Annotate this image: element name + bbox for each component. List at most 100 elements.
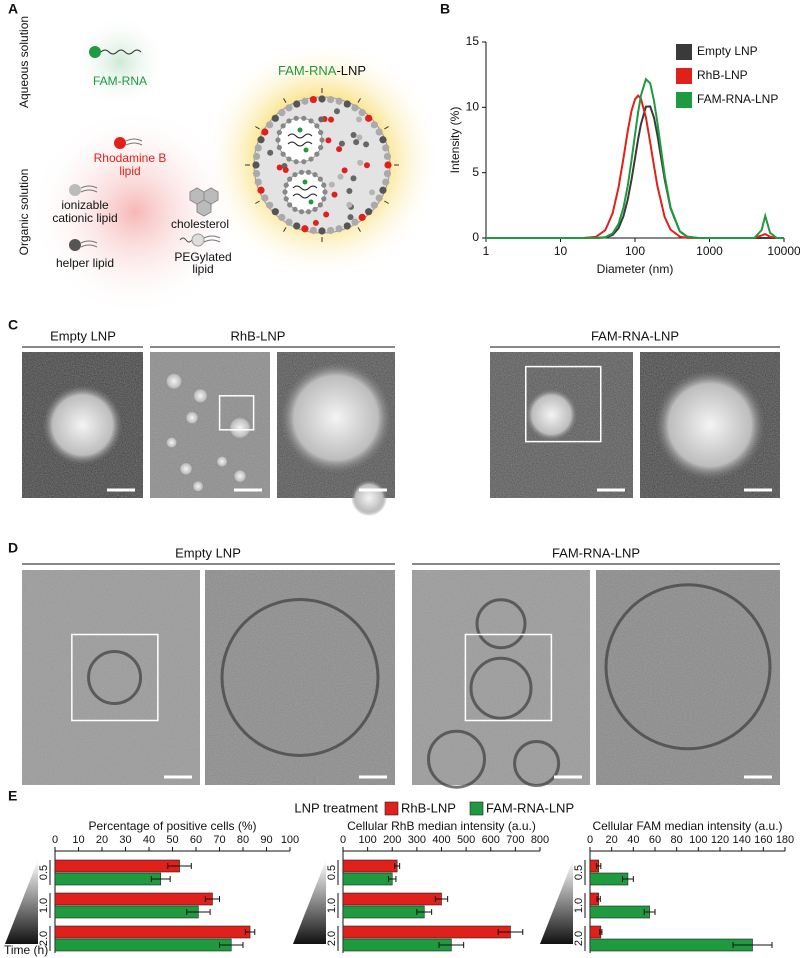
lipid-head	[384, 161, 392, 169]
legend-swatch	[676, 44, 692, 60]
lipid-head	[298, 209, 305, 215]
lipid-head	[261, 128, 269, 136]
particle	[280, 361, 392, 474]
y-tick-label: 1.0	[573, 898, 585, 913]
lipid-head	[308, 156, 314, 162]
error-bar	[596, 896, 601, 902]
rna	[287, 133, 313, 147]
error-bar	[434, 896, 449, 902]
lipid-head	[276, 144, 282, 151]
zoom-box	[218, 395, 255, 431]
x-axis-label: Diameter (nm)	[597, 262, 674, 276]
error-bar	[599, 929, 603, 935]
micrograph-title: RhB-LNP	[231, 328, 286, 343]
y-tick-label: 15	[466, 34, 480, 48]
lnp-title-part: -LNP	[336, 63, 366, 78]
micrograph-noise	[150, 352, 270, 498]
peg-chain	[357, 98, 361, 103]
lipid-head	[327, 226, 335, 235]
error-bar	[394, 863, 401, 869]
particle	[179, 461, 193, 476]
error-bar	[497, 929, 524, 935]
lipid-head	[309, 226, 317, 235]
particle	[165, 372, 183, 391]
error-bar	[643, 909, 656, 915]
series-line	[486, 94, 784, 239]
lipid-icon	[80, 240, 98, 248]
ionizable-label: ionizable	[61, 198, 109, 212]
y-tick-label: 2.0	[573, 931, 585, 946]
lipid-head	[355, 116, 362, 123]
lipid-icon	[125, 138, 143, 146]
x-tick-label: 0	[587, 834, 593, 846]
organic-glow	[30, 107, 240, 317]
lipid-head	[351, 218, 359, 226]
micrograph-noise	[596, 570, 780, 785]
chart-title: Cellular RhB median intensity (a.u.)	[347, 819, 536, 833]
lipid-head	[365, 114, 373, 122]
micrograph-noise	[205, 570, 395, 785]
fam-dot	[308, 199, 314, 205]
lipid-head	[317, 176, 323, 182]
lipid-head	[375, 128, 383, 136]
lipid-head	[350, 175, 357, 182]
error-bar	[167, 863, 192, 869]
lipid-head	[314, 151, 320, 157]
x-tick-label: 30	[119, 834, 131, 846]
micrographs	[22, 352, 780, 789]
x-tick-label: 100	[689, 834, 707, 846]
lipid-head	[275, 137, 281, 143]
lipid-head	[280, 123, 286, 129]
lipid-head	[293, 159, 299, 165]
chart-title: Percentage of positive cells (%)	[88, 819, 256, 833]
aqueous-label: Aqueous solution	[17, 16, 31, 108]
lipid-head	[292, 172, 298, 178]
lipid-icon	[80, 185, 98, 193]
lipid-head	[292, 206, 298, 212]
lipid-head	[336, 146, 343, 153]
lipid-head	[318, 227, 326, 235]
lipid-head	[286, 156, 292, 162]
peg-label: lipid	[192, 262, 213, 276]
x-tick-label: 120	[711, 834, 729, 846]
lipid-head	[283, 196, 289, 202]
lipid-head	[365, 208, 373, 216]
particle	[165, 436, 178, 449]
lipid-head	[369, 189, 376, 196]
lipid-head	[282, 167, 289, 174]
lipid-head	[286, 118, 292, 124]
lipid-head	[358, 213, 366, 221]
error-bar	[204, 896, 220, 902]
lipid-head	[382, 144, 390, 152]
lipid-head	[363, 162, 370, 169]
lipid-head	[283, 182, 289, 188]
micrograph-title: Empty LNP	[175, 545, 241, 560]
lipid-head	[356, 134, 363, 141]
y-tick-label: 1.0	[326, 898, 338, 913]
panel-label: A	[8, 1, 18, 17]
y-tick-label: 10	[466, 100, 480, 114]
time-wedge	[540, 860, 573, 944]
bar	[342, 872, 393, 886]
x-tick-label: 100	[281, 834, 299, 846]
error-bar	[388, 876, 397, 882]
bar	[54, 859, 180, 873]
x-tick-label: 40	[627, 834, 639, 846]
lipid-head	[323, 211, 330, 218]
x-tick-label: 200	[383, 834, 401, 846]
lipid-head	[379, 186, 387, 194]
peg-label: PEGylated	[174, 250, 231, 264]
rna-icon	[100, 49, 142, 55]
legend-label: FAM-RNA-LNP	[697, 92, 778, 106]
lipid-head	[353, 139, 360, 146]
x-tick-label: 80	[671, 834, 683, 846]
x-tick-label: 10	[554, 244, 568, 258]
fam-rna-label: FAM-RNA	[93, 74, 147, 88]
y-tick-label: 2.0	[38, 931, 50, 946]
x-tick-label: 10	[72, 834, 84, 846]
x-tick-label: 60	[190, 834, 202, 846]
lipid-head	[338, 140, 345, 147]
lipid-head	[312, 172, 318, 178]
lipid-head	[261, 194, 269, 202]
x-tick-label: 100	[625, 244, 645, 258]
